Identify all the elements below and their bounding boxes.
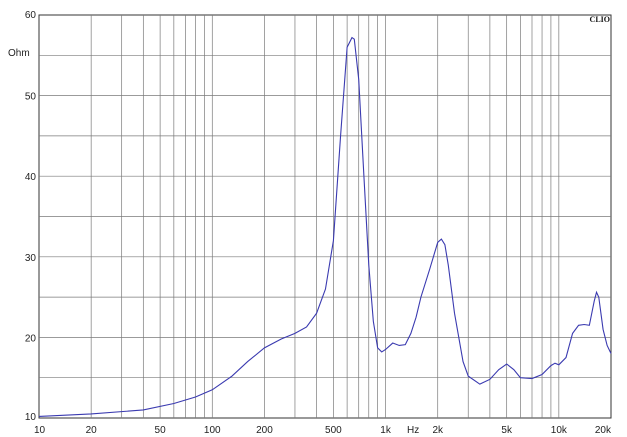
x-tick-label: 20	[86, 425, 98, 436]
y-tick-label: 50	[25, 92, 37, 103]
x-tick-label: 10	[34, 425, 46, 436]
x-tick-label: 100	[204, 425, 221, 436]
y-axis-label: Ohm	[8, 48, 30, 59]
x-tick-label: 20k	[595, 425, 612, 436]
x-axis-label: Hz	[407, 425, 419, 436]
grid	[39, 15, 611, 418]
x-tick-label: 1k	[380, 425, 392, 436]
x-tick-label: 5k	[501, 425, 513, 436]
y-tick-labels: 10 20 30 40 50 60	[25, 10, 37, 423]
impedance-curve	[38, 36, 612, 417]
x-tick-label: 10k	[551, 425, 568, 436]
y-tick-label: 30	[25, 253, 37, 264]
y-tick-label: 40	[25, 172, 37, 183]
y-tick-label: 20	[25, 333, 37, 344]
brand-label: CLIO	[590, 15, 610, 24]
x-tick-label: 2k	[432, 425, 444, 436]
x-tick-label: 500	[325, 425, 342, 436]
x-tick-labels: 10 20 50 100 200 500 1k 2k 5k 10k 20k	[34, 425, 612, 436]
y-tick-label: 60	[25, 10, 37, 21]
x-tick-label: 200	[256, 425, 273, 436]
x-tick-label: 50	[155, 425, 167, 436]
y-tick-label: 10	[25, 412, 37, 423]
